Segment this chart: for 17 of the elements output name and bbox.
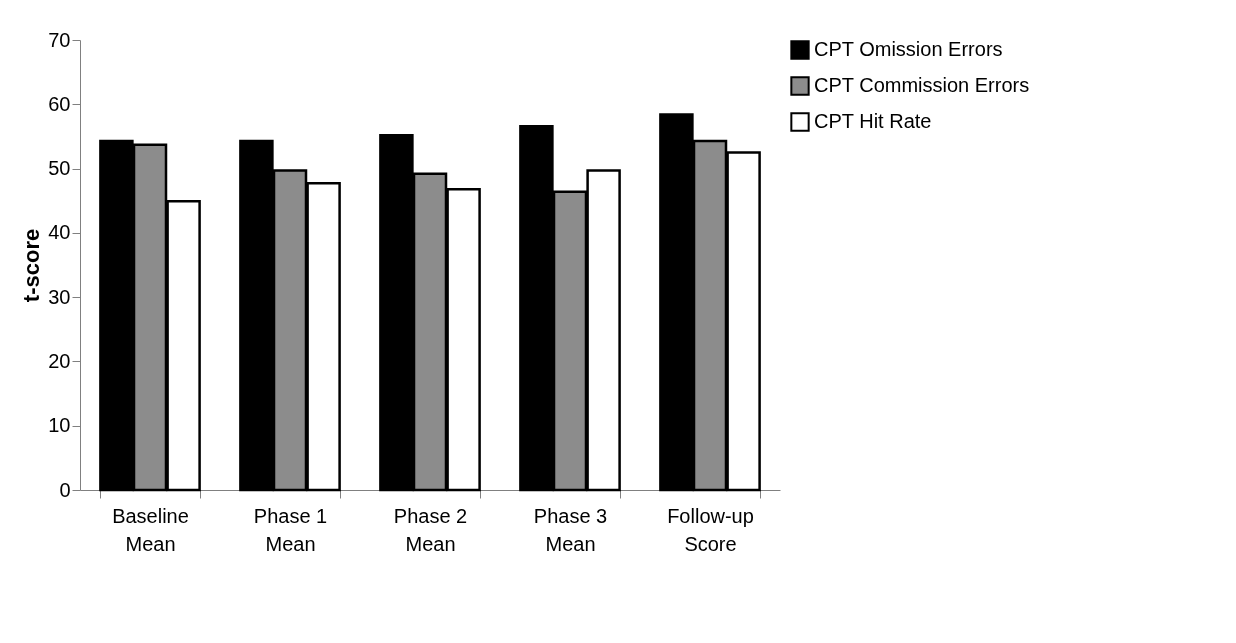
legend-label: CPT Omission Errors	[814, 38, 1003, 60]
y-tick-label: 40	[48, 221, 71, 244]
legend-label: CPT Commission Errors	[814, 74, 1030, 96]
y-tick-label: 20	[48, 349, 71, 372]
y-tick-label: 60	[48, 92, 71, 115]
x-tick-label: Phase 2 Mean	[393, 504, 468, 555]
x-tick-label: Baseline Mean	[112, 504, 189, 555]
y-tick-label: 0	[59, 478, 71, 501]
y-tick-label: 10	[48, 414, 71, 437]
y-tick-label: 30	[48, 285, 71, 308]
x-tick-label: Phase 1 Mean	[253, 504, 328, 555]
x-tick-label: Follow-up Score	[667, 504, 754, 555]
x-tick-label: Phase 3 Mean	[533, 504, 608, 555]
y-tick-label: 50	[48, 157, 71, 180]
y-tick-label: 70	[48, 28, 71, 51]
y-axis-title: t-score	[19, 228, 45, 303]
legend-label: CPT Hit Rate	[814, 110, 932, 132]
